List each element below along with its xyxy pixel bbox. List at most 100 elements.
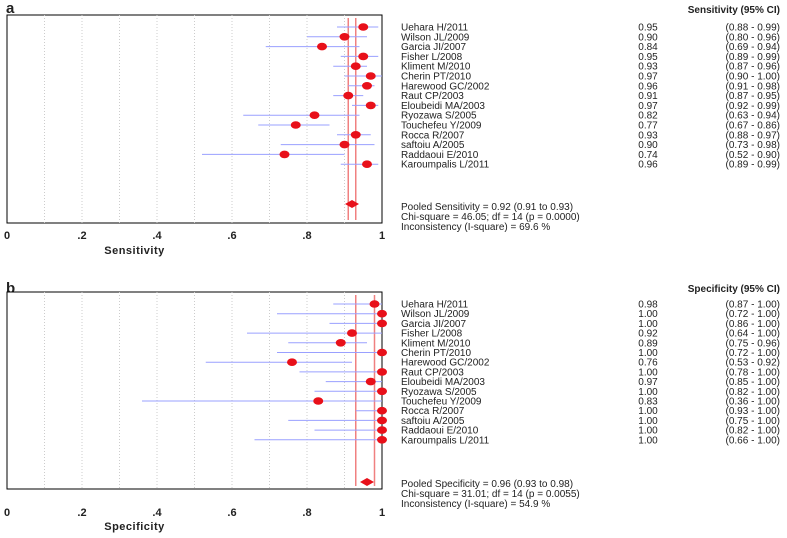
study-ci: (0.87 - 0.96) [726,62,780,73]
study-ci: (0.82 - 1.00) [726,387,780,398]
study-ci: (0.72 - 1.00) [726,348,780,359]
study-estimate: 0.95 [638,52,658,63]
study-name: Eloubeidi MA/2003 [401,377,485,388]
study-row: Garcia JI/2007 0.84 (0.69 - 0.94) [265,42,780,53]
study-name: Raddaoui E/2010 [401,426,479,437]
study-row: Garcia JI/2007 1.00 (0.86 - 1.00) [329,319,780,330]
study-ci: (0.88 - 0.97) [726,130,780,141]
summary-line: Pooled Specificity = 0.96 (0.93 to 0.98) [401,479,573,490]
study-ci: (0.66 - 1.00) [726,435,780,446]
study-estimate: 0.96 [638,160,658,171]
study-name: Cherin PT/2010 [401,348,471,359]
study-row: Fisher L/2008 0.92 (0.64 - 1.00) [247,329,780,340]
point-estimate-marker [377,387,387,396]
point-estimate-marker [290,121,301,129]
point-estimate-marker [362,82,372,90]
study-row: Uehara H/2011 0.98 (0.87 - 1.00) [333,300,780,311]
study-estimate: 0.92 [638,329,658,340]
forest-panel-a: a 0 .2 .4 .6 .8 1 Sensitivity Sensitivity (95% C… [4,0,780,257]
study-estimate: 0.89 [638,338,658,349]
x-tick-label: .6 [227,507,236,519]
point-estimate-marker [365,72,376,80]
x-tick-label: 0 [4,230,10,242]
study-name: Kliment M/2010 [401,62,471,73]
study-name: Cherin PT/2010 [401,72,471,83]
study-ci: (0.69 - 0.94) [726,42,780,53]
study-ci: (0.80 - 0.96) [726,32,780,43]
pooled-estimate-diamond [345,200,359,208]
point-estimate-marker [377,368,387,376]
plot-frame [6,291,383,490]
study-name: Touchefeu Y/2009 [401,121,482,132]
study-estimate: 0.77 [638,121,658,132]
point-estimate-marker [339,140,350,149]
study-name: Rocca R/2007 [401,406,465,417]
study-ci: (0.87 - 0.95) [726,91,780,102]
study-row: Cherin PT/2010 1.00 (0.72 - 1.00) [277,348,780,359]
point-estimate-marker [377,416,387,425]
study-estimate: 0.84 [638,42,658,53]
study-estimate: 0.76 [638,358,658,369]
study-name: Uehara H/2011 [401,23,469,34]
x-tick-label: 0 [4,507,10,519]
study-row: saftoiu A/2005 1.00 (0.75 - 1.00) [288,416,780,427]
point-estimate-marker [365,101,376,110]
study-name: Garcia JI/2007 [401,42,466,53]
point-estimate-marker [377,406,387,415]
point-estimate-marker [317,42,327,51]
x-tick-label: .4 [152,230,162,242]
study-name: Garcia JI/2007 [401,319,466,330]
study-estimate: 0.83 [638,397,658,408]
study-row: Wilson JL/2009 1.00 (0.72 - 1.00) [277,309,780,320]
study-estimate: 0.97 [638,101,658,112]
study-ci: (0.91 - 0.98) [726,81,780,92]
study-estimate: 0.74 [638,150,658,161]
x-tick-label: 1 [379,230,385,242]
x-tick-label: 1 [379,507,385,519]
study-ci: (0.72 - 1.00) [726,309,780,320]
study-row: Raddaoui E/2010 0.74 (0.52 - 0.90) [202,150,780,161]
study-estimate: 0.97 [638,72,658,83]
point-estimate-marker [377,309,387,318]
x-axis-label: Specificity [104,521,165,533]
point-estimate-marker [369,300,380,308]
study-name: Raut CP/2003 [401,367,464,378]
summary-line: Chi-square = 46.05; df = 14 (p = 0.0000) [401,212,580,223]
study-ci: (0.53 - 0.92) [726,358,780,369]
point-estimate-marker [343,91,354,100]
study-ci: (0.78 - 1.00) [726,367,780,378]
study-name: Harewood GC/2002 [401,81,490,92]
study-ci: (0.73 - 0.98) [726,140,780,151]
study-name: Raut CP/2003 [401,91,464,102]
study-row: saftoiu A/2005 0.90 (0.73 - 0.98) [280,140,780,151]
study-ci: (0.89 - 0.99) [726,160,780,171]
study-ci: (0.52 - 0.90) [726,150,780,161]
study-ci: (0.89 - 0.99) [726,52,780,63]
study-row: Eloubeidi MA/2003 0.97 (0.85 - 1.00) [325,377,780,388]
column-header: Specificity (95% CI) [688,284,780,295]
study-ci: (0.93 - 1.00) [726,406,780,417]
point-estimate-marker [313,397,324,405]
study-estimate: 0.90 [638,32,658,43]
point-estimate-marker [335,339,346,347]
study-estimate: 0.91 [638,91,658,102]
point-estimate-marker [358,23,369,31]
point-estimate-marker [358,52,369,61]
x-tick-label: .2 [77,230,86,242]
point-estimate-marker [350,131,361,139]
study-estimate: 1.00 [638,406,658,417]
study-estimate: 0.93 [638,130,658,141]
x-tick-label: .2 [77,507,86,519]
forest-panel-b: b 0 .2 .4 .6 .8 1 Specificity Specificity (95% C… [4,280,780,533]
study-row: Karoumpalis L/2011 0.96 (0.89 - 0.99) [340,160,780,171]
point-estimate-marker [339,33,350,41]
study-ci: (0.75 - 0.96) [726,338,780,349]
study-estimate: 0.97 [638,377,658,388]
study-ci: (0.90 - 1.00) [726,72,780,83]
study-ci: (0.64 - 1.00) [726,329,780,340]
study-name: Harewood GC/2002 [401,358,490,369]
x-tick-label: .4 [152,507,162,519]
study-name: Rocca R/2007 [401,130,465,141]
study-estimate: 0.98 [638,300,658,311]
study-name: Wilson JL/2009 [401,309,470,320]
